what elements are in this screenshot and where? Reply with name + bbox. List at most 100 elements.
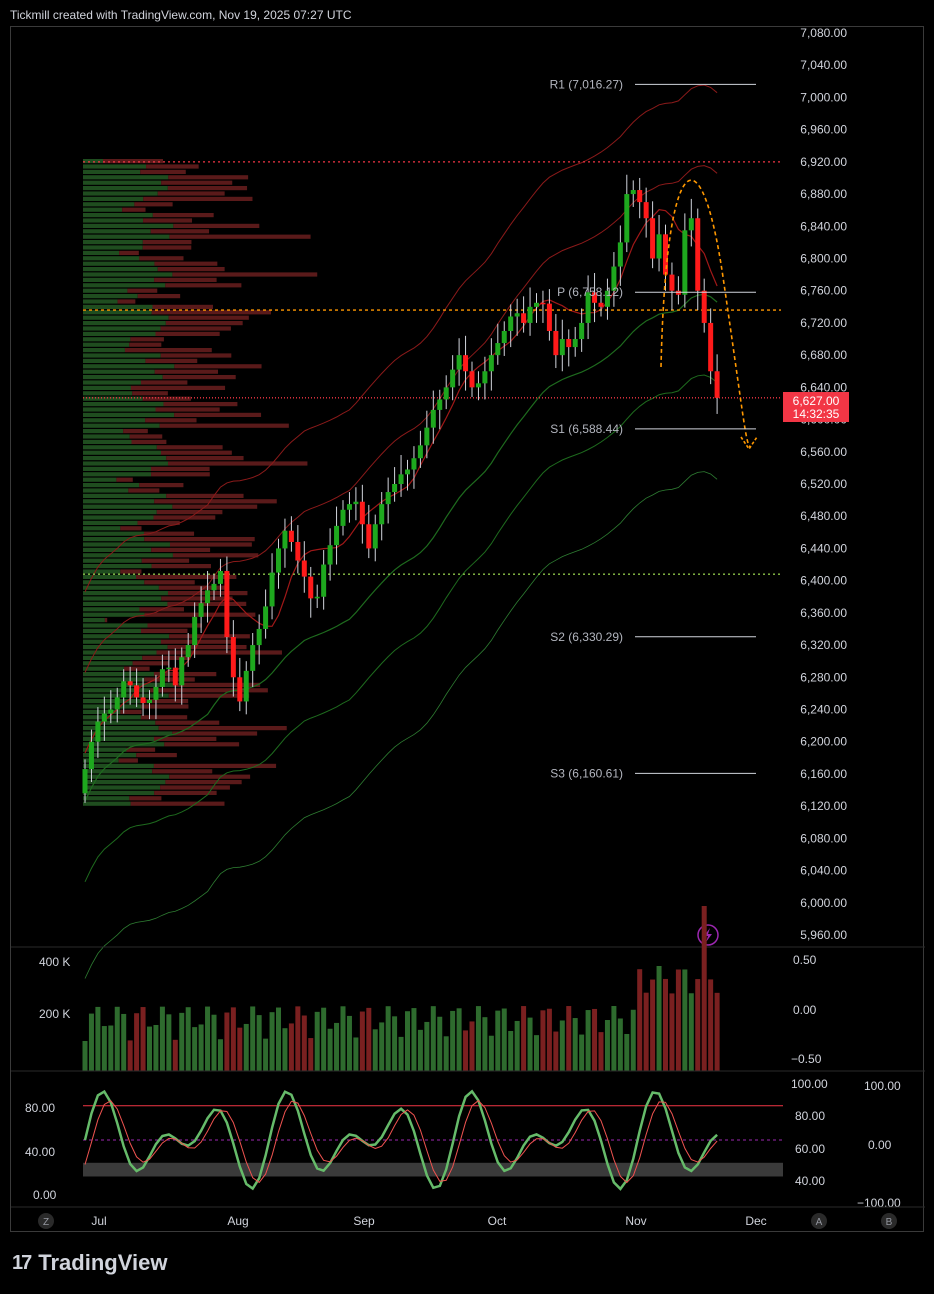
profile-bar-down	[165, 321, 243, 326]
price-tick: 6,760.00	[800, 284, 847, 298]
volume-bar	[256, 1015, 262, 1071]
candle-body	[366, 524, 372, 549]
chart-frame[interactable]: 7,080.00 7,040.00 7,000.00 6,960.00 6,920.00…	[10, 26, 925, 1233]
profile-bar-up	[83, 331, 156, 336]
volume-bar	[572, 1018, 578, 1071]
volume-bar	[321, 1007, 327, 1071]
candle-body	[405, 469, 410, 475]
profile-bar-down	[154, 369, 218, 374]
tradingview-logo[interactable]: 17 TradingView	[12, 1250, 167, 1276]
volume-bar	[359, 1011, 365, 1071]
candle-body	[288, 530, 294, 542]
profile-bar-down	[140, 380, 188, 385]
candle-body	[276, 548, 281, 573]
profile-bar-up	[83, 283, 166, 288]
candle-body	[521, 313, 527, 323]
profile-bar-up	[83, 564, 152, 569]
profile-bar-up	[83, 607, 140, 612]
profile-bar-up	[83, 645, 168, 650]
profile-bar-down	[156, 445, 223, 450]
b-button-label: B	[886, 1217, 893, 1228]
profile-bar-up	[83, 315, 169, 320]
profile-bar-down	[167, 601, 247, 606]
profile-bar-up	[83, 229, 151, 234]
volume-bar	[276, 1007, 281, 1071]
auto-scale-label: A	[816, 1217, 823, 1228]
profile-bar-up	[83, 472, 152, 477]
chart-svg[interactable]: 7,080.00 7,040.00 7,000.00 6,960.00 6,920.00…	[11, 27, 925, 1233]
volume-bar	[604, 1020, 610, 1071]
candle-body	[159, 669, 165, 687]
volume-bar	[501, 1008, 507, 1071]
projection-arrowhead	[740, 436, 758, 451]
profile-bar-down	[166, 456, 244, 461]
candle-body	[314, 596, 320, 599]
candle-body	[321, 564, 327, 597]
profile-bar-up	[83, 763, 154, 768]
profile-bar-down	[165, 283, 242, 288]
pivot-labels: R1 (7,016.27) P (6,758.12) S1 (6,588.44) S2…	[550, 77, 756, 780]
profile-bar-up	[83, 726, 159, 731]
volume-bar	[424, 1021, 430, 1071]
profile-bar-up	[83, 456, 167, 461]
profile-bar-down	[134, 202, 173, 207]
profile-bar-down	[141, 699, 189, 704]
volume-bar	[114, 1006, 120, 1071]
volume-bar	[663, 978, 668, 1071]
profile-bar-up	[83, 526, 121, 531]
profile-bar-up	[83, 801, 131, 806]
volume-bar	[682, 969, 688, 1071]
candle-body	[527, 306, 533, 323]
candle-body	[372, 524, 378, 549]
profile-bar-down	[129, 434, 163, 439]
volume-bar	[592, 1008, 598, 1071]
band-line	[84, 84, 718, 593]
current-price-countdown: 14:32:35	[793, 407, 840, 421]
profile-bar-up	[83, 655, 143, 660]
time-label-jul: Jul	[91, 1214, 106, 1228]
volume-bar	[230, 1007, 236, 1071]
volume-bar	[224, 1012, 230, 1071]
profile-bar-up	[83, 348, 125, 353]
profile-bar-down	[172, 504, 258, 509]
candle-body	[88, 741, 94, 770]
profile-bar-up	[83, 790, 155, 795]
price-tick: 6,040.00	[800, 864, 847, 878]
candlesticks[interactable]	[82, 174, 720, 803]
profile-bar-up	[83, 369, 155, 374]
tradingview-logo-text: TradingView	[38, 1250, 168, 1275]
candle-body	[508, 316, 514, 331]
profile-bar-down	[120, 526, 142, 531]
auto-scale-button[interactable]: A	[811, 1213, 827, 1229]
volume-bar	[301, 1015, 307, 1071]
candle-body	[127, 681, 133, 686]
zoom-button[interactable]: Z	[38, 1213, 54, 1229]
price-tick: 7,080.00	[800, 27, 847, 40]
profile-bar-up	[83, 618, 105, 623]
profile-bar-down	[155, 720, 220, 725]
b-button[interactable]: B	[881, 1213, 897, 1229]
profile-bar-down	[174, 364, 262, 369]
profile-bar-up	[83, 477, 117, 482]
candle-body	[385, 492, 391, 505]
price-axis[interactable]: 7,080.00 7,040.00 7,000.00 6,960.00 6,920.00…	[800, 27, 847, 942]
profile-bar-down	[145, 358, 198, 363]
lightning-icon[interactable]	[697, 924, 719, 946]
profile-bar-down	[168, 693, 250, 698]
candle-body	[630, 190, 636, 195]
time-axis[interactable]: Jul Aug Sep Oct Nov Dec	[91, 1214, 766, 1228]
profile-bar-up	[83, 407, 156, 412]
profile-bar-down	[167, 461, 308, 466]
profile-bar-up	[83, 520, 138, 525]
profile-bar-down	[160, 785, 230, 790]
candle-body	[443, 387, 449, 400]
volume-bar	[624, 1033, 630, 1071]
price-tick: 6,560.00	[800, 445, 847, 459]
stoch-r1-100: 100.00	[791, 1077, 828, 1091]
candle-body	[166, 667, 172, 670]
profile-bar-up	[83, 385, 131, 390]
candle-body	[398, 474, 404, 484]
volume-bar	[695, 979, 701, 1071]
volume-bar	[637, 969, 643, 1071]
band-line	[84, 374, 718, 883]
